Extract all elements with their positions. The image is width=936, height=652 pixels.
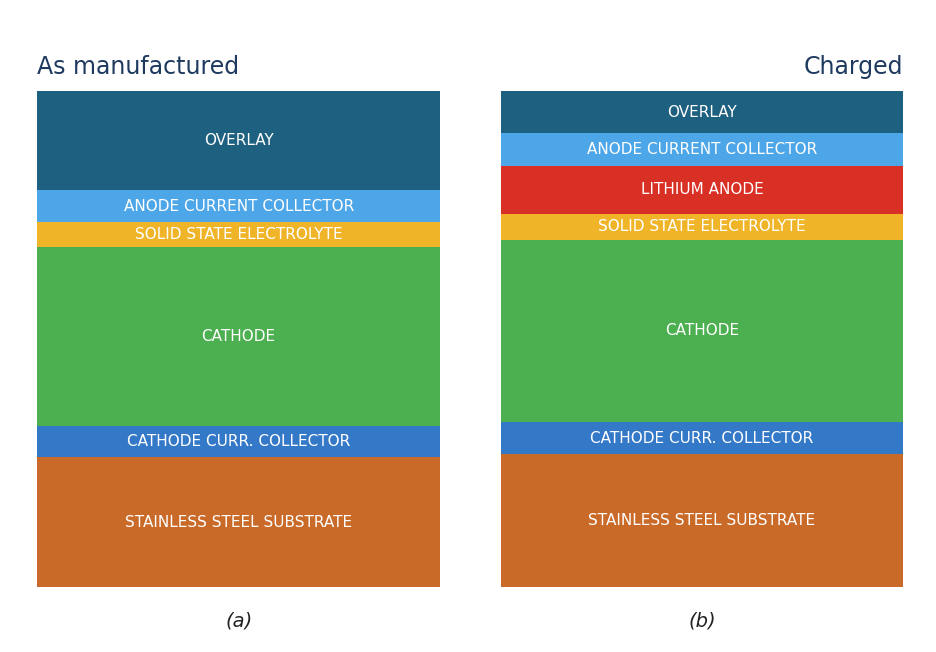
Text: Charged: Charged [804, 55, 903, 79]
Bar [501, 166, 903, 214]
Text: STAINLESS STEEL SUBSTRATE: STAINLESS STEEL SUBSTRATE [589, 513, 815, 528]
Bar [501, 133, 903, 166]
Text: OVERLAY: OVERLAY [204, 133, 273, 149]
Bar [501, 422, 903, 454]
Text: CATHODE: CATHODE [201, 329, 276, 344]
Text: (a): (a) [225, 612, 253, 630]
Text: (b): (b) [688, 612, 716, 630]
Bar [501, 454, 903, 587]
Text: ANODE CURRENT COLLECTOR: ANODE CURRENT COLLECTOR [587, 142, 817, 157]
Bar [501, 91, 903, 133]
Bar [37, 426, 440, 457]
Text: CATHODE CURR. COLLECTOR: CATHODE CURR. COLLECTOR [591, 431, 813, 446]
Bar [501, 240, 903, 422]
Text: OVERLAY: OVERLAY [667, 105, 737, 120]
Text: LITHIUM ANODE: LITHIUM ANODE [640, 183, 764, 198]
Text: CATHODE CURR. COLLECTOR: CATHODE CURR. COLLECTOR [127, 434, 350, 449]
Bar [37, 91, 440, 190]
Bar [37, 457, 440, 587]
Bar [37, 247, 440, 426]
Text: ANODE CURRENT COLLECTOR: ANODE CURRENT COLLECTOR [124, 199, 354, 214]
Bar [501, 214, 903, 240]
Text: CATHODE: CATHODE [665, 323, 739, 338]
Bar [37, 222, 440, 247]
Text: SOLID STATE ELECTROLYTE: SOLID STATE ELECTROLYTE [135, 227, 343, 242]
Text: SOLID STATE ELECTROLYTE: SOLID STATE ELECTROLYTE [598, 220, 806, 235]
Bar [37, 190, 440, 222]
Text: STAINLESS STEEL SUBSTRATE: STAINLESS STEEL SUBSTRATE [125, 514, 352, 529]
Text: As manufactured: As manufactured [37, 55, 240, 79]
